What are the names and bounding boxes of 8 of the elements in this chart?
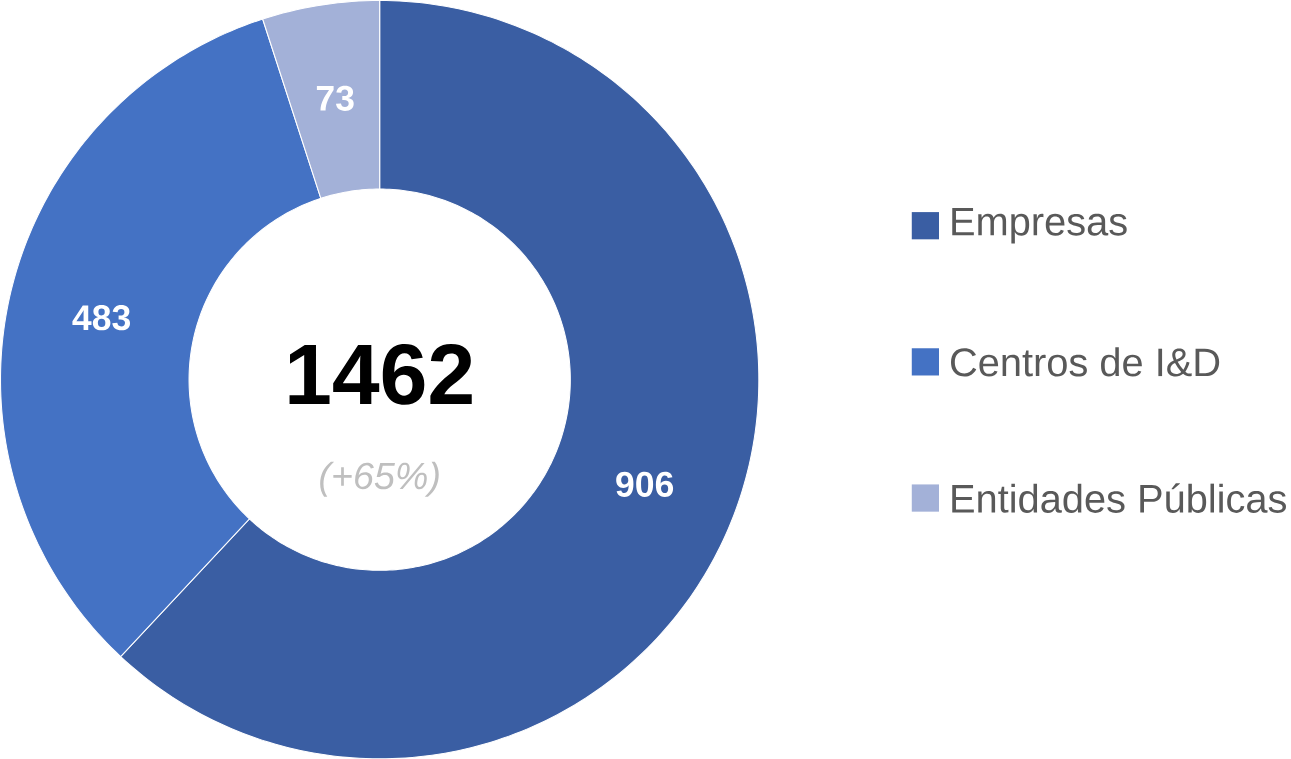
data-label: 483 <box>72 304 131 331</box>
data-label: 73 <box>316 85 354 111</box>
legend-label: Empresas <box>952 207 1127 244</box>
legend-label: Entidades Públicas <box>952 483 1286 513</box>
legend-label: Centros de I&D <box>951 347 1220 377</box>
text: 1462 <box>289 343 472 405</box>
text: (+65%) <box>320 461 439 497</box>
data-label: 906 <box>616 471 674 497</box>
